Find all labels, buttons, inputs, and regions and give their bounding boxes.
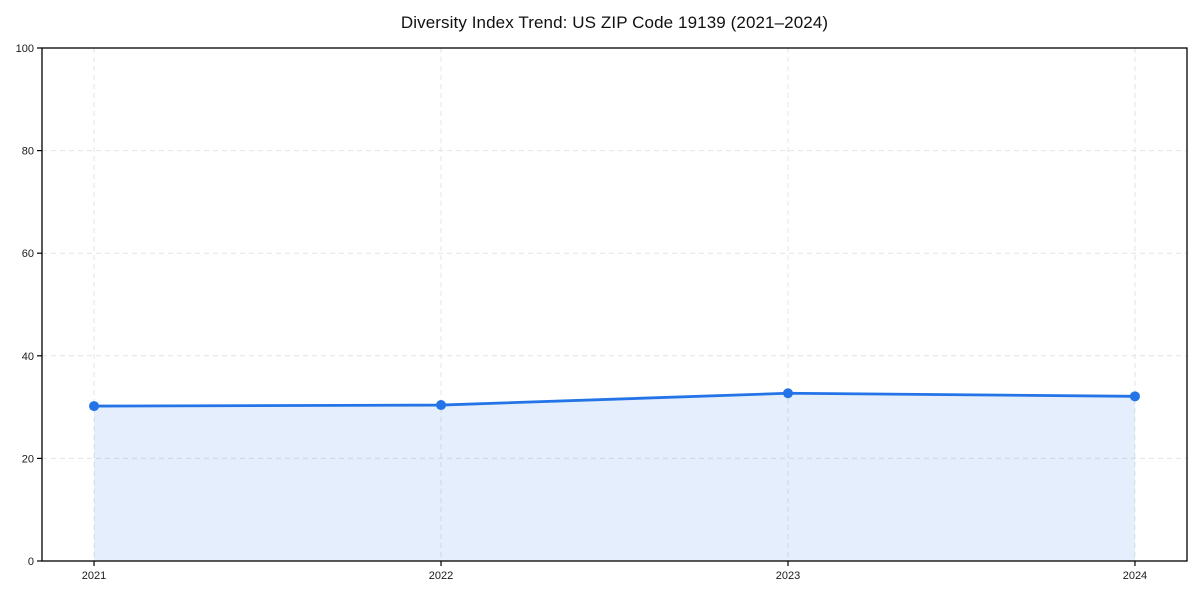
data-point-marker: [436, 400, 447, 411]
y-tick-label: 60: [22, 248, 34, 260]
trend-line: [92, 391, 1137, 408]
y-tick-label: 20: [22, 453, 34, 465]
x-tick-label: 2021: [82, 570, 106, 582]
data-point-marker: [782, 388, 793, 399]
y-tick-label: 0: [28, 556, 34, 568]
x-tick-label: 2022: [429, 570, 453, 582]
area-fill: [94, 393, 1135, 561]
data-point-marker: [89, 401, 100, 412]
plot-border: [41, 47, 1188, 562]
y-tick-label: 40: [22, 351, 34, 363]
x-tick-label: 2023: [776, 570, 800, 582]
data-point-marker: [1129, 391, 1140, 402]
y-tick-label: 100: [16, 43, 34, 55]
y-tick-label: 80: [22, 146, 34, 158]
x-tick-label: 2024: [1123, 570, 1147, 582]
chart-title: Diversity Index Trend: US ZIP Code 19139…: [400, 13, 829, 32]
